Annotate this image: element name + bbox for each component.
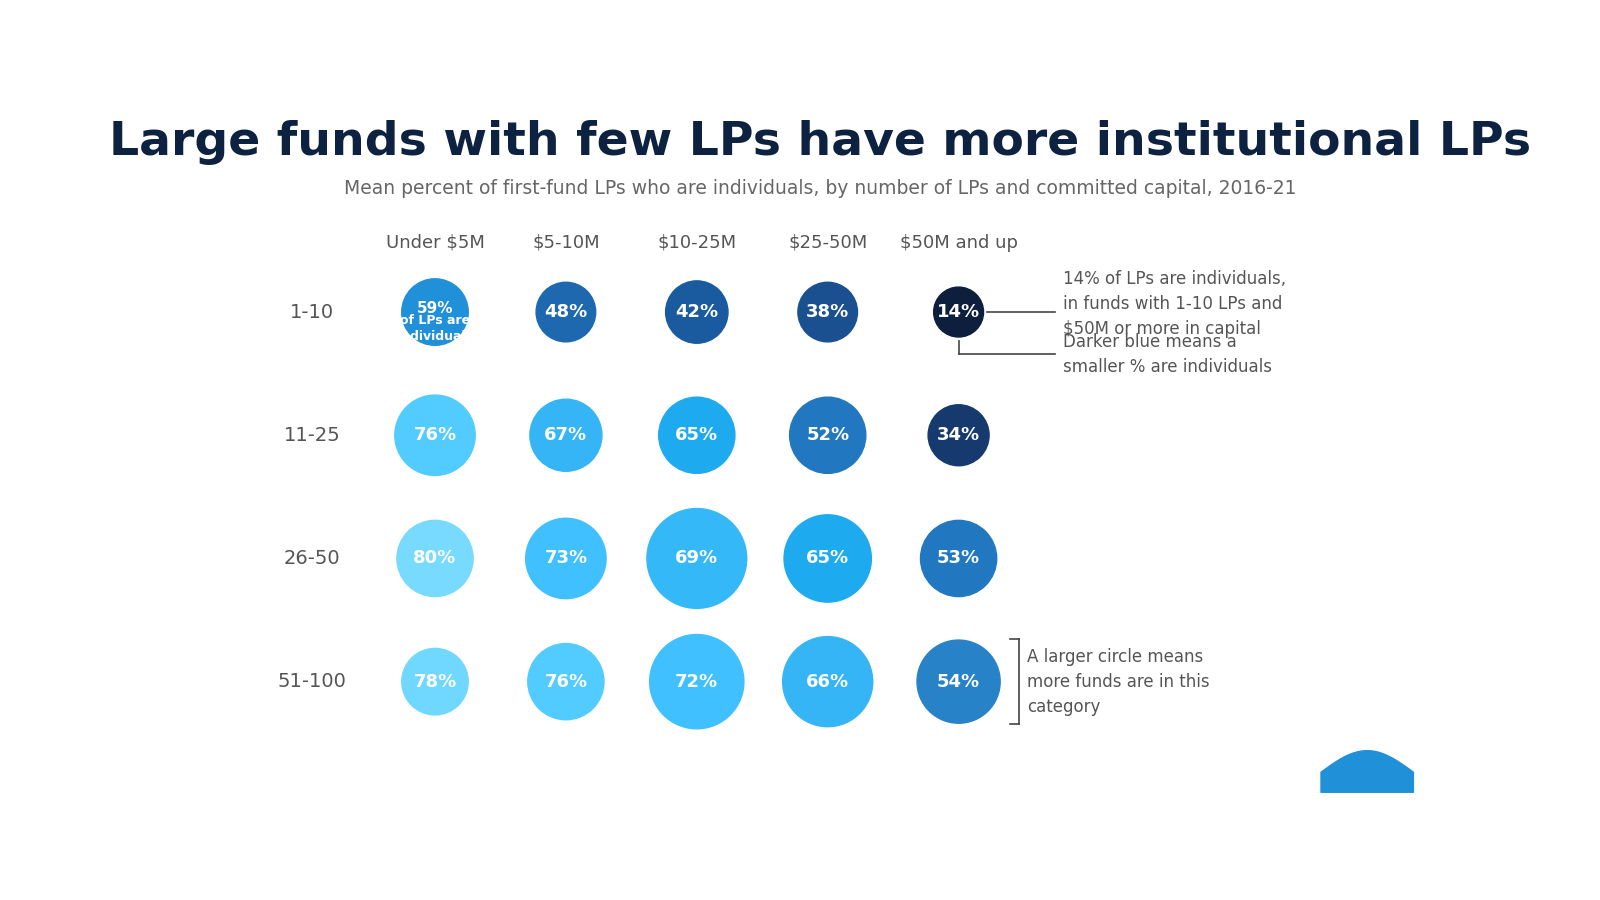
Text: 66%: 66%: [806, 672, 850, 690]
Circle shape: [646, 508, 747, 608]
Text: $10-25M: $10-25M: [658, 234, 736, 252]
Circle shape: [789, 397, 866, 473]
Circle shape: [536, 283, 595, 342]
Circle shape: [659, 397, 734, 473]
Text: Large funds with few LPs have more institutional LPs: Large funds with few LPs have more insti…: [109, 120, 1531, 166]
Circle shape: [402, 279, 469, 346]
Text: 14% of LPs are individuals,
in funds with 1-10 LPs and
$50M or more in capital: 14% of LPs are individuals, in funds wit…: [1062, 270, 1286, 338]
Text: 72%: 72%: [675, 672, 718, 690]
Circle shape: [934, 287, 984, 337]
Text: 65%: 65%: [806, 549, 850, 568]
Circle shape: [784, 515, 872, 602]
Text: 59%: 59%: [416, 302, 453, 317]
Text: 34%: 34%: [938, 427, 981, 445]
Text: 78%: 78%: [413, 672, 456, 690]
Circle shape: [650, 634, 744, 729]
Text: 69%: 69%: [675, 549, 718, 568]
Text: 48%: 48%: [544, 303, 587, 321]
Circle shape: [917, 640, 1000, 724]
Text: 51-100: 51-100: [277, 672, 346, 691]
Text: 38%: 38%: [806, 303, 850, 321]
Text: 11-25: 11-25: [283, 426, 341, 445]
Circle shape: [397, 520, 474, 597]
Circle shape: [798, 283, 858, 342]
Text: Under $5M: Under $5M: [386, 234, 485, 252]
Text: of LPs are
individuals: of LPs are individuals: [397, 314, 474, 344]
Text: 76%: 76%: [544, 672, 587, 690]
Circle shape: [526, 518, 606, 598]
Text: $50M and up: $50M and up: [899, 234, 1018, 252]
Text: 67%: 67%: [544, 427, 587, 445]
Text: 54%: 54%: [938, 672, 981, 690]
Circle shape: [782, 636, 872, 726]
Text: 42%: 42%: [675, 303, 718, 321]
Text: 52%: 52%: [806, 427, 850, 445]
Text: $5-10M: $5-10M: [533, 234, 600, 252]
Text: 65%: 65%: [675, 427, 718, 445]
Text: 76%: 76%: [413, 427, 456, 445]
Text: 1-10: 1-10: [290, 302, 334, 321]
Text: 14%: 14%: [938, 303, 981, 321]
Circle shape: [528, 644, 605, 720]
Text: 53%: 53%: [938, 549, 981, 568]
Text: Darker blue means a
smaller % are individuals: Darker blue means a smaller % are indivi…: [1062, 333, 1272, 376]
Text: 80%: 80%: [413, 549, 456, 568]
Circle shape: [666, 281, 728, 343]
Circle shape: [395, 395, 475, 475]
Text: Mean percent of first-fund LPs who are individuals, by number of LPs and committ: Mean percent of first-fund LPs who are i…: [344, 179, 1296, 198]
Text: 26-50: 26-50: [283, 549, 341, 568]
Circle shape: [928, 405, 989, 465]
Circle shape: [530, 400, 602, 472]
Circle shape: [402, 648, 469, 715]
Circle shape: [920, 520, 997, 597]
Text: $25-50M: $25-50M: [789, 234, 867, 252]
Text: A larger circle means
more funds are in this
category: A larger circle means more funds are in …: [1027, 648, 1210, 716]
Text: 73%: 73%: [544, 549, 587, 568]
